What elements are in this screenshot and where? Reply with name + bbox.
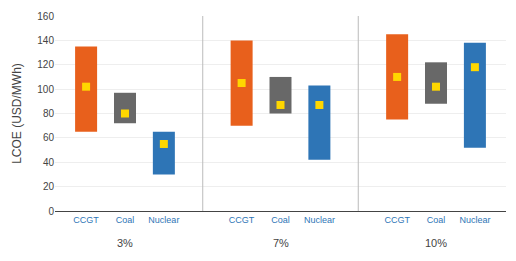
svg-text:160: 160: [37, 11, 54, 22]
svg-text:Coal: Coal: [271, 215, 290, 225]
svg-text:10%: 10%: [425, 237, 447, 249]
svg-text:CCGT: CCGT: [73, 215, 99, 225]
svg-text:LCOE (USD/MWh): LCOE (USD/MWh): [10, 63, 24, 164]
svg-text:Nuclear: Nuclear: [459, 215, 490, 225]
svg-text:Nuclear: Nuclear: [304, 215, 335, 225]
svg-text:7%: 7%: [273, 237, 289, 249]
svg-text:CCGT: CCGT: [229, 215, 255, 225]
svg-text:100: 100: [37, 84, 54, 95]
svg-text:80: 80: [43, 108, 55, 119]
svg-text:140: 140: [37, 35, 54, 46]
svg-text:60: 60: [43, 132, 55, 143]
svg-text:Nuclear: Nuclear: [148, 215, 179, 225]
svg-text:120: 120: [37, 59, 54, 70]
svg-text:Coal: Coal: [116, 215, 135, 225]
svg-text:20: 20: [43, 181, 55, 192]
svg-text:40: 40: [43, 157, 55, 168]
svg-text:3%: 3%: [117, 237, 133, 249]
svg-text:0: 0: [48, 206, 54, 217]
svg-text:Coal: Coal: [427, 215, 446, 225]
svg-text:CCGT: CCGT: [384, 215, 410, 225]
